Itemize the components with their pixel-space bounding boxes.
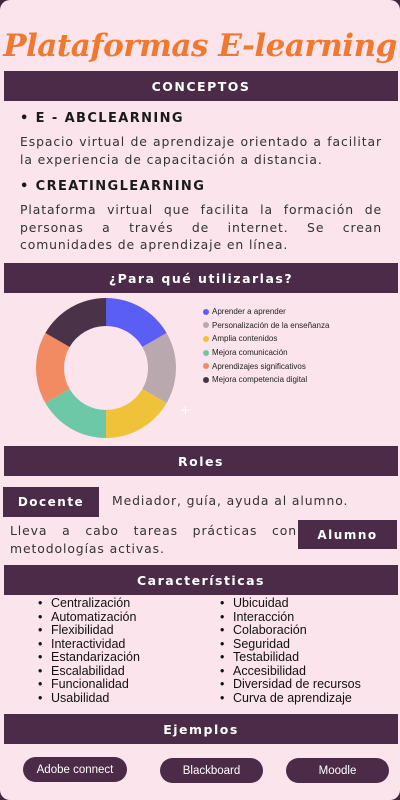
page-title: Plataformas E-learning [3,28,397,64]
feature-item: Accesibilidad [218,664,361,679]
feature-item: Flexibilidad [36,623,140,638]
donut-slice-0 [106,298,167,347]
feature-item: Interacción [218,610,361,625]
concept-text-abclearning: Espacio virtual de aprendizaje orientado… [20,134,382,167]
legend-swatch [203,349,209,356]
feature-item: Colaboración [218,623,361,638]
example-button-moodle[interactable]: Moodle [286,758,389,783]
feature-item: Automatización [36,610,140,625]
legend-swatch [203,363,209,370]
feature-item: Centralización [36,596,140,611]
section-header-conceptos: CONCEPTOS [4,71,398,101]
feature-item: Usabilidad [36,691,140,706]
section-header-ejemplos: Ejemplos [4,714,398,744]
section-header-roles: Roles [4,446,398,476]
donut-slice-5 [45,298,106,347]
legend-item: Mejora competencia digital [203,373,329,387]
feature-item: Escalabilidad [36,664,140,679]
feature-item: Seguridad [218,637,361,652]
legend-label: Aprendizajes significativos [212,361,306,371]
legend-label: Mejora competencia digital [212,375,308,385]
legend-label: Aprender a aprender [212,307,286,317]
example-button-blackboard[interactable]: Blackboard [160,758,263,783]
donut-chart [35,298,176,438]
feature-item: Interactividad [36,637,140,652]
concept-heading-abclearning: • E - ABCLEARNING [20,111,184,126]
role-label-docente: Docente [3,487,99,517]
legend-label: Mejora comunicación [212,348,288,358]
legend-item: Amplia contenidos [203,332,329,346]
features-list-left: CentralizaciónAutomatizaciónFlexibilidad… [36,596,140,706]
concept-heading-creatinglearning: • CREATINGLEARNING [20,179,206,194]
legend-label: Personalización de la enseñanza [212,320,330,330]
concept-text-creatinglearning: Plataforma virtual que facilita la forma… [20,202,382,252]
legend-label: Amplia contenidos [212,334,278,344]
legend-swatch [203,308,209,315]
role-text-docente: Mediador, guía, ayuda al alumno. [112,493,349,508]
section-header-caracteristicas: Características [4,565,398,595]
role-text-alumno: Lleva a cabo tareas prácticas con metodo… [10,523,297,556]
feature-item: Ubicuidad [218,596,361,611]
example-button-adobe-connect[interactable]: Adobe connect [23,757,127,782]
feature-item: Funcionalidad [36,677,140,692]
legend-swatch [203,335,209,342]
donut-slice-3 [45,389,106,438]
donut-slice-4 [35,333,70,403]
donut-slice-2 [106,389,167,438]
feature-item: Testabilidad [218,650,361,665]
section-header-para-que: ¿Para qué utilizarlas? [4,263,398,293]
donut-slice-1 [142,333,176,403]
legend-item: Mejora comunicación [203,346,329,360]
legend-item: Aprender a aprender [203,305,329,319]
legend-swatch [203,322,209,329]
legend-item: Aprendizajes significativos [203,359,329,373]
features-list-right: UbicuidadInteracciónColaboraciónSegurida… [218,596,361,706]
feature-item: Diversidad de recursos [218,677,361,692]
sparkle-icon: + [180,403,191,418]
legend-item: Personalización de la enseñanza [203,319,329,333]
chart-legend: Aprender a aprender Personalización de la… [203,305,329,387]
feature-item: Estandarización [36,650,140,665]
feature-item: Curva de aprendizaje [218,691,361,706]
role-label-alumno: Alumno [298,520,397,549]
legend-swatch [203,376,209,383]
